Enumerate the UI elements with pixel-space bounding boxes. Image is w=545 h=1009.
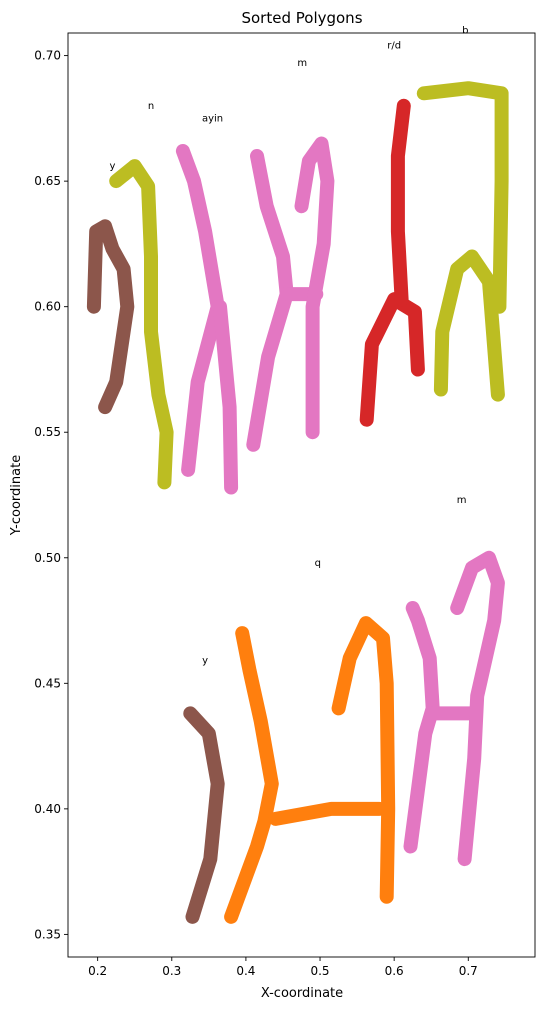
glyph-polygon: [268, 801, 387, 826]
glyph-polygon: [86, 219, 135, 415]
y-axis: 0.35 0.40 0.45 0.50 0.55 0.60 0.65 0.70: [34, 49, 68, 941]
glyph-polygon: [109, 159, 174, 490]
y-tick-label: 0.60: [34, 300, 61, 314]
glyph-layer: y q m y n ayin m r/d b: [86, 25, 509, 924]
glyph-polygon: [213, 299, 239, 495]
y-tick-label: 0.35: [34, 927, 61, 941]
x-tick-label: 0.7: [459, 964, 478, 978]
chart-title: Sorted Polygons: [241, 9, 362, 27]
glyph-polygon: [359, 292, 425, 427]
y-tick-label: 0.55: [34, 425, 61, 439]
glyph-polygon: [433, 249, 505, 402]
x-axis-label: X-coordinate: [261, 986, 343, 1001]
x-tick-label: 0.2: [88, 964, 107, 978]
glyph-label: y: [110, 161, 116, 172]
x-tick-label: 0.5: [310, 964, 329, 978]
glyph-polygon: [416, 81, 509, 314]
x-tick-label: 0.4: [236, 964, 255, 978]
glyph-label: r/d: [387, 41, 401, 52]
glyph-polygon: [175, 144, 225, 477]
glyph-polygon: [246, 149, 294, 452]
glyph-polygon: [294, 136, 335, 440]
axes-frame: [67, 32, 536, 958]
glyph-polygon: [183, 706, 225, 924]
glyph-label: n: [148, 101, 154, 112]
y-tick-label: 0.65: [34, 174, 61, 188]
y-axis-label: Y-coordinate: [9, 455, 24, 536]
y-tick-label: 0.70: [34, 49, 61, 63]
glyph-polygon: [331, 616, 396, 904]
y-tick-label: 0.45: [34, 676, 61, 690]
glyph-label: m: [297, 58, 307, 69]
glyph-polygon: [450, 550, 505, 867]
x-axis: 0.2 0.3 0.4 0.5 0.6 0.7: [88, 957, 478, 978]
glyph-polygon: [390, 98, 411, 307]
glyph-label: y: [202, 656, 208, 667]
glyph-label: ayin: [202, 113, 223, 124]
y-tick-label: 0.40: [34, 802, 61, 816]
x-tick-label: 0.3: [162, 964, 181, 978]
glyph-label: m: [457, 495, 467, 506]
x-tick-label: 0.6: [385, 964, 404, 978]
y-tick-label: 0.50: [34, 551, 61, 565]
glyph-label: b: [462, 25, 468, 36]
glyph-polygon: [403, 601, 440, 854]
glyph-polygon: [224, 626, 279, 924]
glyph-label: q: [315, 558, 321, 569]
